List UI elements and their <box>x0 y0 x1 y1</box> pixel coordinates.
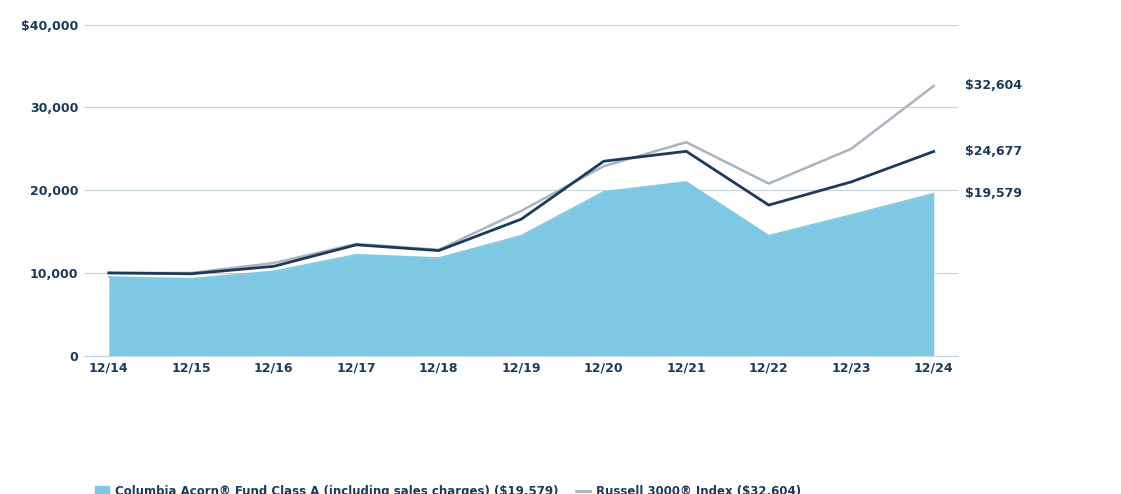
Text: $19,579: $19,579 <box>965 187 1022 200</box>
Text: $24,677: $24,677 <box>965 145 1022 158</box>
Text: $32,604: $32,604 <box>965 80 1022 92</box>
Legend: Columbia Acorn® Fund Class A (including sales charges) ($19,579), Russell 2500® : Columbia Acorn® Fund Class A (including … <box>90 481 806 494</box>
